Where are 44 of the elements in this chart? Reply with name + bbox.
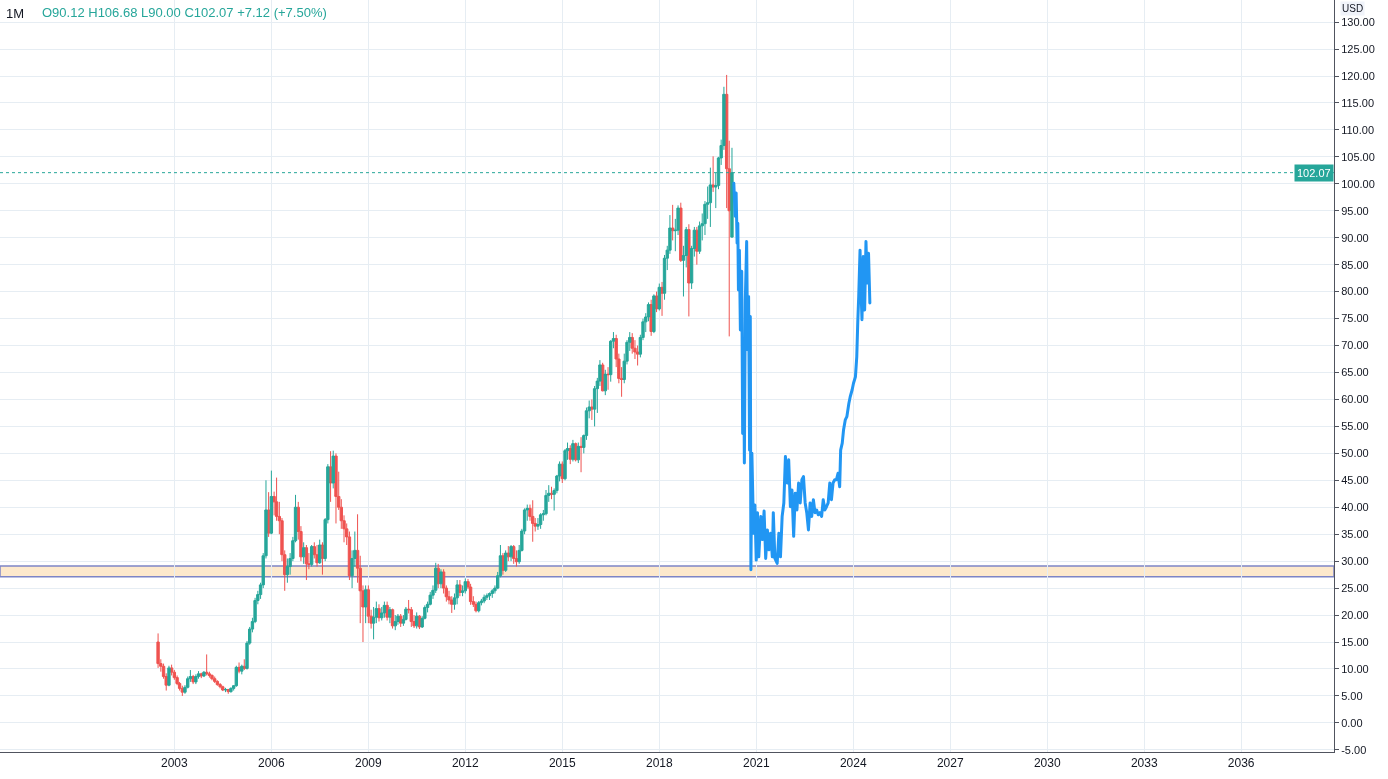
x-tick-label: 2003 — [161, 756, 189, 771]
x-tick-label: 2018 — [645, 756, 673, 771]
y-axis-title: USD — [1342, 3, 1364, 14]
x-tick-label: 2030 — [1033, 756, 1061, 771]
y-tick-label: 75.00 — [1341, 312, 1369, 325]
y-tick-label: 65.00 — [1341, 366, 1369, 379]
y-tick-label: 15.00 — [1341, 635, 1369, 648]
y-tick-label: 95.00 — [1341, 204, 1369, 217]
y-tick-label: 100.00 — [1341, 177, 1375, 190]
y-tick-label: 130.00 — [1341, 15, 1375, 28]
y-tick-label: 60.00 — [1341, 393, 1369, 406]
x-tick-label: 2012 — [451, 756, 479, 771]
y-tick-label: 115.00 — [1341, 96, 1375, 109]
y-tick-label: 30.00 — [1341, 555, 1369, 568]
y-tick-label: 20.00 — [1341, 608, 1369, 621]
y-tick-label: 110.00 — [1341, 123, 1375, 136]
y-tick-label: 40.00 — [1341, 501, 1369, 514]
text: 1M — [6, 5, 25, 21]
x-tick-label: 2024 — [839, 756, 867, 771]
y-tick-label: 70.00 — [1341, 339, 1369, 352]
y-tick-label: 45.00 — [1341, 474, 1369, 487]
y-tick-label: 50.00 — [1341, 447, 1369, 460]
y-tick-label: 55.00 — [1341, 420, 1369, 433]
y-tick-label: 80.00 — [1341, 285, 1369, 298]
y-tick-label: 35.00 — [1341, 528, 1369, 541]
y-tick-label: 25.00 — [1341, 581, 1369, 594]
annotation: O90.12 H106.68 L90.00 C102.07 +7.12 (+7.50%) — [42, 5, 327, 20]
ref-line-label: 102.07 — [1297, 167, 1331, 179]
y-tick-label: 105.00 — [1341, 150, 1375, 163]
y-tick-label: 85.00 — [1341, 258, 1369, 271]
y-tick-label: 90.00 — [1341, 231, 1369, 244]
x-tick-label: 2009 — [355, 756, 383, 771]
x-tick-label: 2036 — [1227, 756, 1255, 771]
x-tick-label: 2027 — [936, 756, 964, 771]
x-tick-label: 2015 — [548, 756, 576, 771]
x-tick-label: 2006 — [258, 756, 286, 771]
y-tick-label: 0.00 — [1341, 716, 1363, 729]
y-tick-label: 10.00 — [1341, 662, 1369, 675]
y-tick-label: 125.00 — [1341, 42, 1375, 55]
x-tick-label: 2021 — [742, 756, 770, 771]
x-tick-label: 2033 — [1130, 756, 1158, 771]
y-tick-label: 120.00 — [1341, 69, 1375, 82]
y-tick-label: -5.00 — [1341, 743, 1367, 756]
y-tick-label: 5.00 — [1341, 689, 1363, 702]
